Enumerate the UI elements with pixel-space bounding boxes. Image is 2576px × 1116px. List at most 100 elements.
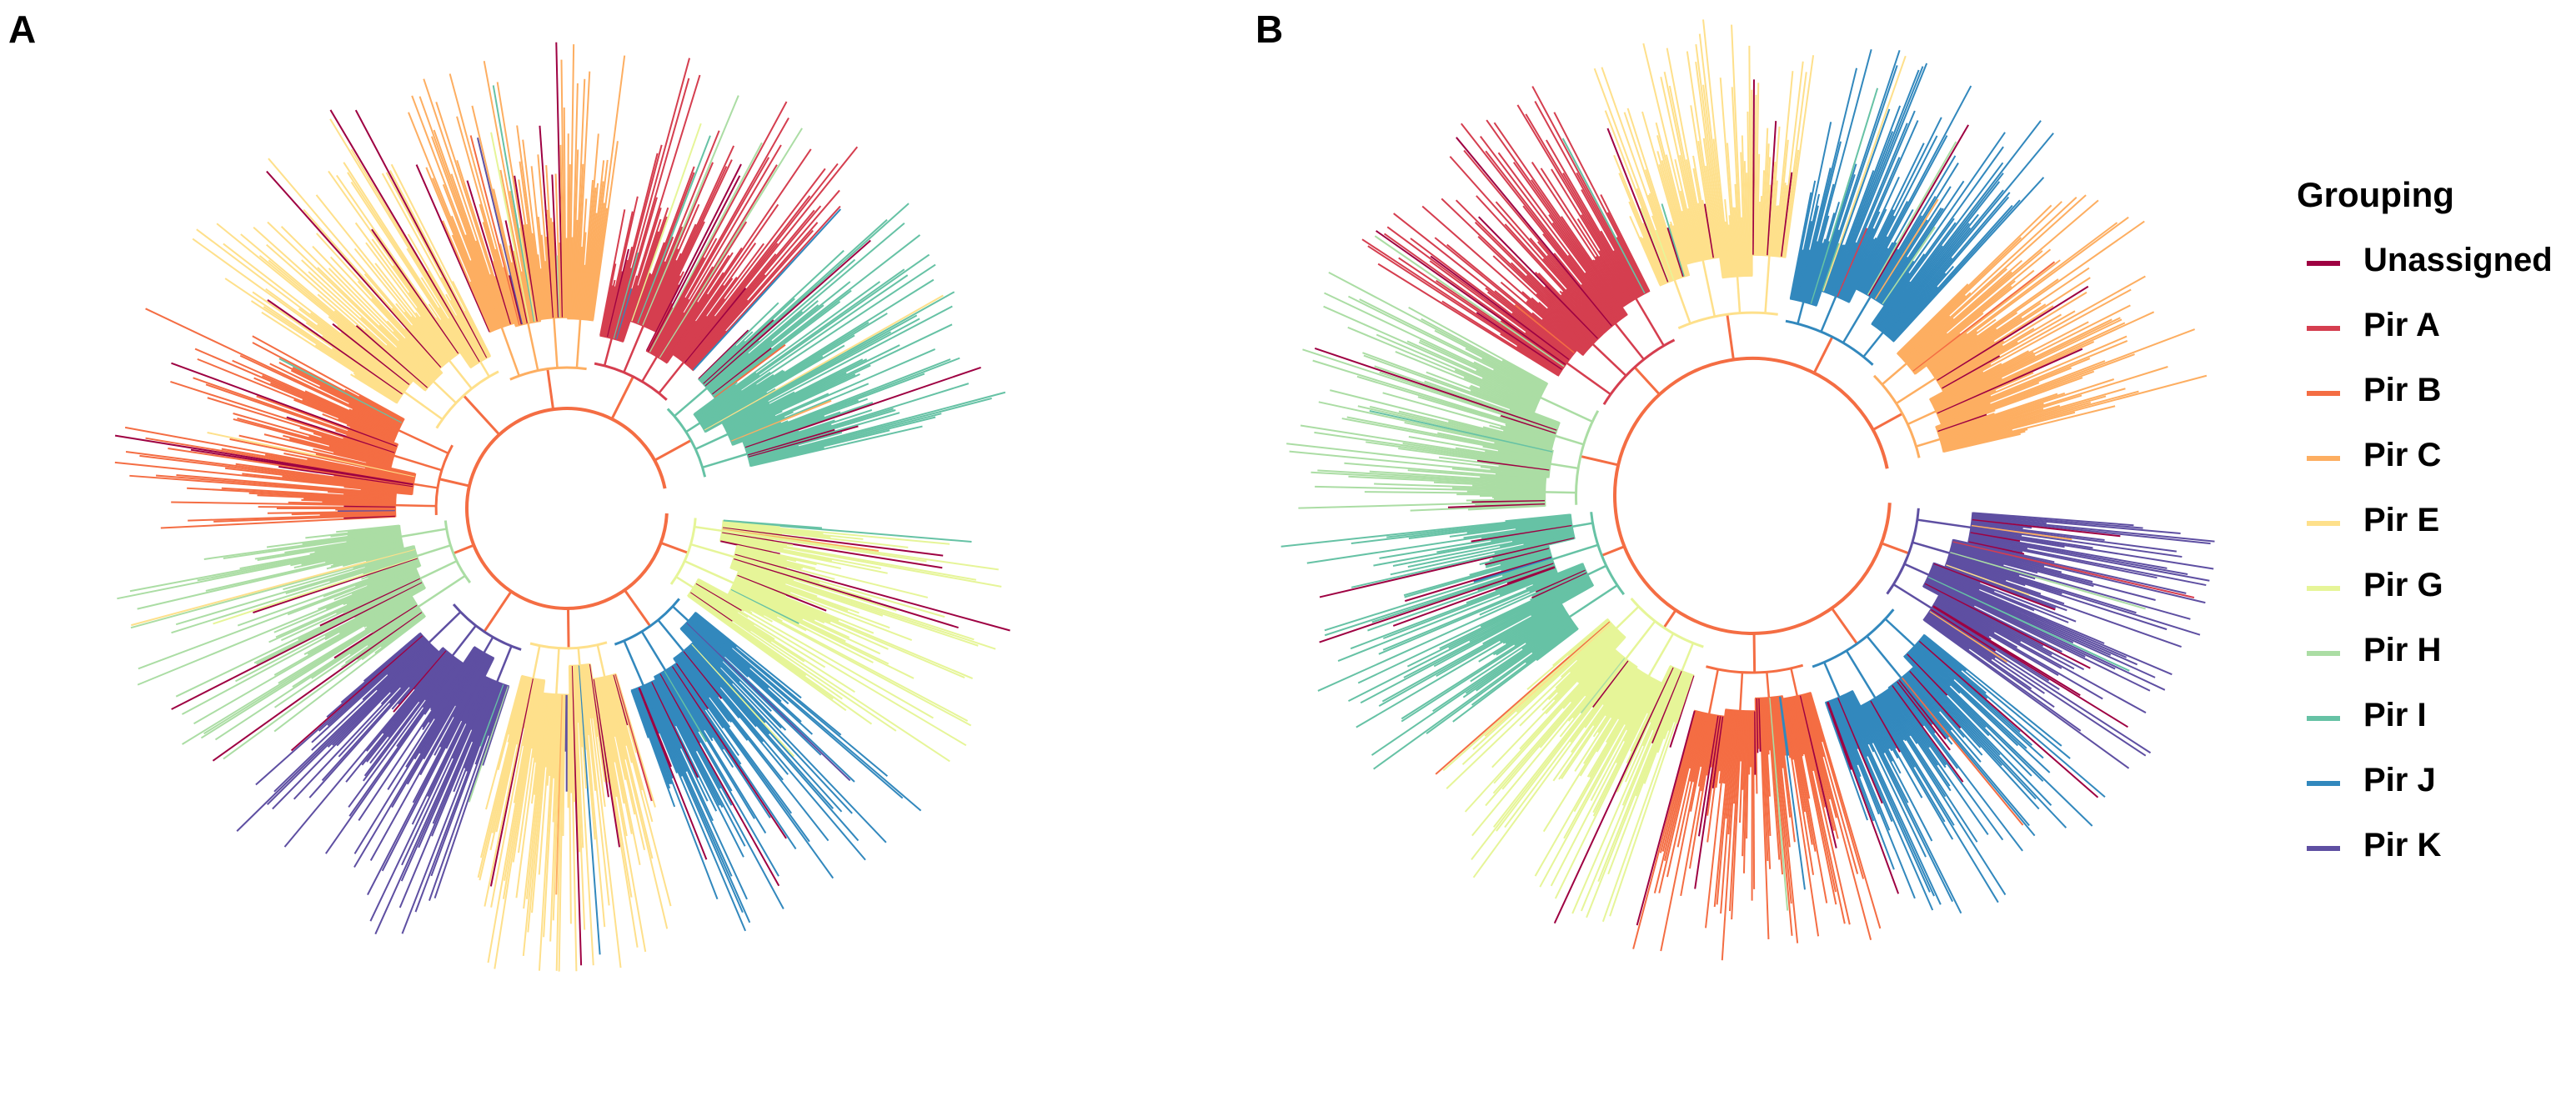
leaf-branch	[1739, 711, 1746, 823]
leaf-branch	[1793, 221, 1813, 300]
clade-arc	[452, 603, 522, 651]
leaf-branch	[1920, 638, 2106, 798]
leaf-branch	[131, 548, 415, 627]
leaf-branch	[407, 233, 483, 362]
leaf-branch	[314, 344, 400, 400]
leaf-branch	[1726, 143, 1738, 277]
leaf-branch	[690, 591, 897, 732]
leaf-branch	[1945, 565, 2067, 612]
leaf-branch	[555, 42, 564, 318]
leaf-branch	[1792, 697, 1805, 755]
leaf-branch	[449, 73, 519, 326]
leaf-branch	[694, 613, 889, 778]
leaf-branch	[1972, 520, 2032, 529]
leaf-branch	[1531, 623, 1574, 654]
leaf-branch	[647, 175, 741, 353]
leaf-branch	[1655, 122, 1693, 263]
leaf-branch	[1506, 565, 1555, 584]
leaf-branch	[1346, 416, 1552, 458]
subclade-stem	[1764, 255, 1771, 313]
leaf-branch	[1480, 136, 1621, 321]
leaf-branch	[559, 144, 565, 318]
leaf-branch	[644, 203, 700, 328]
leaf-branch	[283, 550, 416, 591]
leaf-branch	[1952, 538, 2055, 563]
leaf-branch	[411, 315, 449, 362]
leaf-branch	[1489, 424, 1553, 443]
leaf-branch	[322, 335, 404, 394]
leaf-branch	[1398, 257, 1564, 369]
leaf-branch	[1851, 691, 1909, 803]
leaf-branch	[721, 532, 943, 569]
leaf-branch	[589, 55, 626, 320]
subclade-stem	[417, 574, 466, 608]
leaf-branch	[1690, 105, 1716, 258]
leaf-branch	[268, 158, 445, 365]
leaf-branch	[732, 358, 951, 445]
leaf-branch	[604, 211, 634, 337]
leaf-branch	[1902, 676, 2036, 837]
subclade-stem	[428, 611, 462, 644]
leaf-branch	[1665, 154, 1695, 263]
leaf-branch	[1929, 573, 2138, 666]
leaf-branch	[706, 353, 749, 389]
leaf-branch	[1942, 411, 2076, 448]
leaf-branch	[656, 312, 685, 358]
subclade-stem	[1625, 620, 1656, 660]
leaf-branch	[1713, 710, 1734, 908]
leaf-branch	[1505, 513, 1571, 523]
leaf-branch	[1933, 603, 1990, 638]
leaf-branch	[568, 164, 571, 319]
leaf-branch	[1692, 168, 1711, 259]
leaf-branch	[1877, 222, 1957, 328]
leaf-branch	[722, 530, 927, 563]
leaf-branch	[702, 355, 824, 428]
leaf-branch	[499, 243, 522, 325]
leaf-branch	[381, 173, 486, 360]
leaf-branch	[1522, 205, 1616, 323]
leaf-branch	[1914, 222, 2118, 375]
leaf-branch	[1376, 230, 1566, 365]
subclade-stem	[400, 528, 447, 538]
leaf-branch	[1746, 173, 1750, 276]
leaf-branch	[484, 678, 533, 907]
leaf-branch	[477, 677, 528, 878]
leaf-branch	[285, 553, 417, 595]
leaf-branch	[654, 676, 746, 847]
leaf-branch	[376, 641, 428, 691]
leaf-branch	[1742, 711, 1749, 873]
leaf-branch	[1602, 663, 1633, 706]
leaf-branch	[1905, 654, 2052, 806]
leaf-branch	[1937, 598, 2062, 669]
leaf-branch	[606, 248, 630, 338]
leaf-branch	[1727, 224, 1735, 277]
leaf-branch	[255, 635, 423, 786]
leaf-branch	[572, 665, 586, 930]
subclade-stem	[1615, 605, 1640, 630]
leaf-branch	[669, 667, 724, 750]
leaf-branch	[1970, 533, 2168, 569]
leaf-branch	[646, 303, 673, 352]
leaf-branch	[1500, 281, 1585, 354]
leaf-branch	[702, 298, 795, 384]
leaf-branch	[316, 233, 440, 369]
leaf-branch	[311, 606, 419, 679]
leaf-branch	[1723, 710, 1732, 784]
leaf-branch	[1580, 670, 1681, 912]
leaf-branch	[1485, 450, 1551, 463]
leaf-branch	[1455, 199, 1597, 341]
leaf-branch	[1942, 374, 2208, 447]
leaf-branch	[1356, 375, 1556, 438]
leaf-branch	[1812, 173, 1856, 305]
leaf-branch	[1838, 120, 1919, 298]
leaf-branch	[1437, 432, 1552, 457]
leaf-branch	[659, 221, 748, 359]
subclade-stem	[479, 360, 490, 378]
leaf-branch	[305, 322, 404, 393]
leaf-branch	[117, 540, 403, 600]
leaf-branch	[545, 236, 554, 318]
subclade-stem	[1892, 583, 1932, 609]
leaf-branch	[1470, 384, 1535, 412]
leaf-branch	[1525, 113, 1636, 299]
leaf-branch	[361, 558, 418, 580]
